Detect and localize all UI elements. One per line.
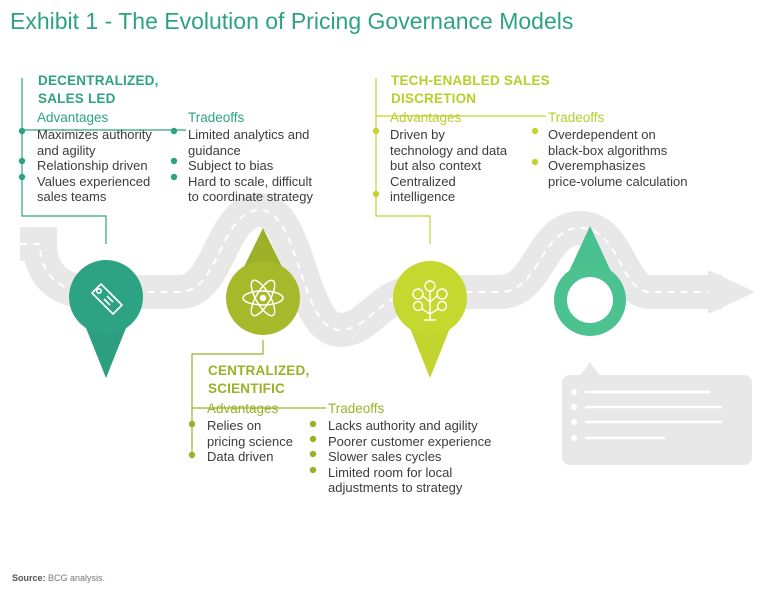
list-item: Overdependent on black-box algorithms [548, 127, 668, 158]
tradeoffs-decentralized: Tradeoffs Limited analytics and guidance … [188, 110, 313, 205]
tradeoffs-label: Tradeoffs [188, 110, 245, 125]
placeholder-text-card [562, 362, 752, 465]
list-item: Relies on pricing science [207, 418, 293, 449]
advantages-decentralized: Advantages Maximizes authority and agilit… [37, 110, 152, 205]
pin-centralized [226, 228, 300, 335]
list-item: Maximizes authority and agility [37, 127, 152, 158]
tradeoffs-tech-enabled: Tradeoffs Overdependent on black-box algo… [548, 110, 687, 189]
list-item: Subject to bias [188, 158, 274, 173]
advantages-label: Advantages [37, 110, 109, 125]
heading-centralized: CENTRALIZED, SCIENTIFIC [208, 363, 310, 396]
list-item: Poorer customer experience [328, 433, 492, 449]
pin-tech [393, 261, 467, 378]
price-tag-icon [91, 283, 123, 315]
list-item: Data driven [207, 449, 274, 464]
source-note: Source: BCG analysis. [12, 573, 106, 583]
list-item: Limited room for local adjustments to str… [328, 464, 463, 496]
atom-icon [242, 279, 284, 317]
connector-tech [375, 78, 546, 244]
list-item: Hard to scale, difficult to coordinate st… [188, 173, 314, 205]
road-arrow-head [708, 270, 755, 314]
connector-decentralized [21, 78, 186, 244]
heading-decentralized: DECENTRALIZED, SALES LED [38, 73, 159, 106]
advantages-label: Advantages [390, 110, 462, 125]
list-item: Limited analytics and guidance [188, 127, 310, 158]
tradeoffs-centralized: Tradeoffs Lacks authority and agility Po… [328, 401, 491, 496]
exhibit-title: Exhibit 1 - The Evolution of Pricing Gov… [10, 8, 574, 34]
bullets-tech [372, 127, 539, 198]
list-item: Values experienced sales teams [37, 173, 151, 205]
pin-future [554, 226, 626, 336]
list-item: Centralized intelligence [390, 173, 456, 205]
list-item: Relationship driven [37, 158, 148, 173]
list-item: Driven by technology and data but also con… [390, 127, 508, 173]
list-item: Overemphasizes price-volume calculation [548, 158, 688, 189]
advantages-label: Advantages [207, 401, 279, 416]
money-tree-icon [412, 280, 448, 321]
road-center-dashes [20, 208, 722, 332]
list-item: Lacks authority and agility [328, 418, 478, 433]
list-item: Slower sales cycles [328, 449, 442, 464]
pin-decentralized [69, 260, 143, 378]
heading-tech-enabled: TECH-ENABLED SALES DISCRETION [391, 73, 550, 106]
connector-centralized [191, 340, 326, 458]
bullets-decentralized [18, 127, 178, 181]
empty-ring-icon [567, 277, 613, 323]
bullets-centralized [188, 420, 317, 474]
advantages-centralized: Advantages Relies on pricing science Data… [207, 401, 293, 465]
tradeoffs-label: Tradeoffs [548, 110, 605, 125]
tradeoffs-label: Tradeoffs [328, 401, 385, 416]
advantages-tech-enabled: Advantages Driven by technology and data b… [390, 110, 507, 205]
